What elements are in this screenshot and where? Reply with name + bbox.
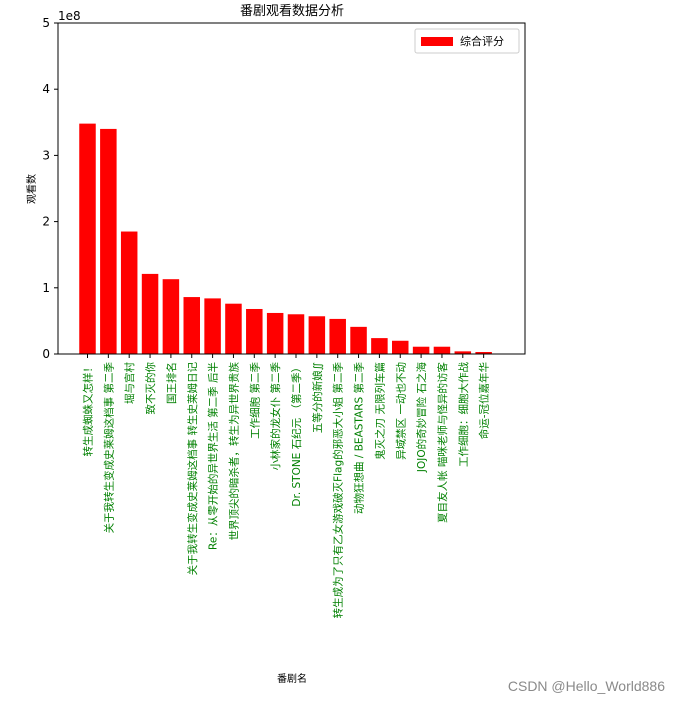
chart-title: 番剧观看数据分析 bbox=[240, 3, 344, 19]
x-tick-label: 小林家的龙女仆 第二季 bbox=[269, 362, 282, 471]
bar bbox=[329, 318, 346, 354]
legend: 综合评分 bbox=[414, 28, 520, 54]
y-tick-label: 0 bbox=[42, 347, 50, 361]
legend-box bbox=[414, 28, 520, 54]
y-tick-label: 1 bbox=[42, 281, 50, 295]
bar bbox=[162, 279, 180, 354]
bar bbox=[350, 326, 367, 354]
bar bbox=[266, 312, 284, 354]
bar bbox=[392, 340, 409, 354]
x-tick-label: 夏目友人帐 喵咪老师与怪异的访客 bbox=[436, 362, 449, 523]
legend-swatch bbox=[421, 37, 453, 46]
plot-frame bbox=[57, 22, 526, 355]
x-tick-label: 异域禁区 一动也不动 bbox=[394, 362, 407, 460]
bar bbox=[475, 352, 492, 354]
y-axis: 0 1 2 3 4 5 bbox=[42, 16, 58, 361]
bar bbox=[246, 308, 263, 354]
bar bbox=[454, 351, 472, 354]
legend-label: 综合评分 bbox=[460, 34, 504, 48]
x-tick-label: JOJO的奇妙冒险 石之海 bbox=[415, 362, 428, 474]
x-tick-label: Dr. STONE 石纪元 （第二季） bbox=[290, 362, 303, 507]
bar bbox=[120, 231, 138, 354]
watermark: CSDN @Hello_World886 bbox=[508, 678, 665, 694]
y-tick-label: 3 bbox=[42, 148, 50, 162]
x-tick-label: 五等分的新娘∬ bbox=[311, 362, 324, 433]
bars bbox=[79, 123, 492, 355]
x-tick-label: 转生成蜘蛛又怎样！ bbox=[82, 362, 95, 457]
x-tick-label: 工作细胞：细胞大作战 bbox=[457, 362, 470, 467]
x-tick-label: 鬼灭之刃 无限列车篇 bbox=[373, 362, 386, 460]
bar bbox=[308, 316, 326, 354]
x-axis: 转生成蜘蛛又怎样！ 关于我转生变成史莱姆这档事 第二季 堀与宫村 致不灭的你 国王排名关… bbox=[82, 354, 491, 618]
y-offset-text: 1e8 bbox=[58, 9, 81, 23]
bar bbox=[225, 303, 242, 354]
y-tick-label: 2 bbox=[42, 215, 50, 229]
x-tick-label: 国王排名 bbox=[165, 362, 178, 404]
bar bbox=[79, 123, 96, 355]
x-tick-label: 命运-冠位嘉年华 bbox=[478, 362, 491, 439]
bar bbox=[100, 128, 117, 354]
x-tick-label: Re：从零开始的异世界生活 第二季 后半 bbox=[207, 362, 220, 550]
bar bbox=[183, 297, 200, 354]
bar bbox=[412, 346, 430, 354]
x-tick-label: 致不灭的你 bbox=[144, 362, 157, 415]
bar bbox=[287, 314, 305, 354]
x-tick-label: 关于我转生变成史莱姆这档事 转生史莱姆日记 bbox=[186, 362, 199, 576]
x-axis-label: 番剧名 bbox=[277, 672, 307, 685]
x-tick-label: 堀与宫村 bbox=[123, 362, 136, 404]
x-tick-label: 世界顶尖的暗杀者，转生为异世界贵族 bbox=[227, 362, 240, 541]
bar bbox=[141, 273, 159, 354]
x-tick-label: 工作细胞 第二季 bbox=[248, 362, 261, 439]
bar bbox=[204, 298, 221, 354]
y-tick-label: 5 bbox=[42, 16, 50, 30]
x-tick-label: 动物狂想曲 / BEASTARS 第二季 bbox=[353, 362, 366, 514]
bar bbox=[371, 338, 388, 354]
x-tick-label: 转生成为了只有乙女游戏破灭Flag的邪恶大小姐 第二季 bbox=[332, 362, 345, 619]
x-tick-label: 关于我转生变成史莱姆这档事 第二季 bbox=[102, 362, 115, 534]
y-axis-label: 观看数 bbox=[25, 174, 38, 204]
y-tick-label: 4 bbox=[42, 82, 50, 96]
bar bbox=[433, 346, 451, 354]
